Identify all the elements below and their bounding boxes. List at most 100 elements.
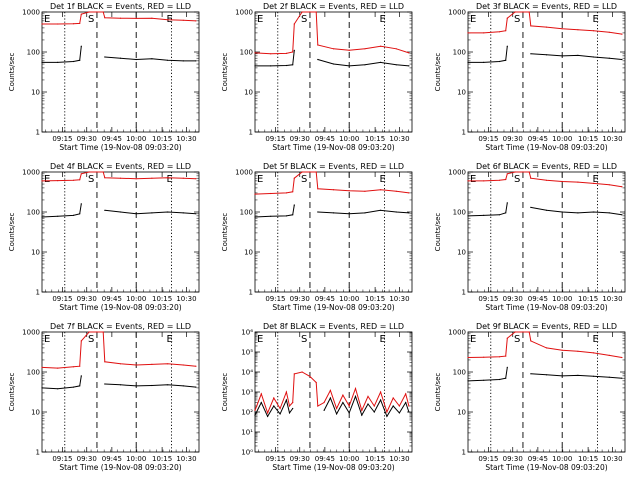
interval-marker: E — [379, 174, 385, 185]
data-point — [483, 379, 485, 381]
data-point — [254, 65, 256, 67]
data-point — [41, 216, 43, 218]
data-point — [348, 412, 350, 414]
y-axis-label: Counts/sec — [434, 373, 442, 412]
y-tick-label: 100 — [453, 49, 466, 57]
data-point — [621, 58, 623, 61]
data-point — [102, 171, 104, 173]
x-tick-label: 09:45 — [528, 135, 548, 143]
data-point — [309, 171, 311, 173]
y-tick-label: 1000 — [22, 9, 40, 17]
data-point — [267, 412, 269, 414]
data-point — [195, 365, 197, 367]
series-line — [41, 331, 196, 369]
data-point — [195, 386, 197, 388]
data-point — [119, 211, 122, 213]
data-point — [608, 31, 610, 33]
data-point — [79, 213, 81, 215]
panel-title: Det 1f BLACK = Events, RED = LLD — [50, 2, 191, 11]
plot-frame — [467, 171, 626, 293]
panel-title: Det 5f BLACK = Events, RED = LLD — [263, 162, 404, 171]
panel-det-5: Det 5f BLACK = Events, RED = LLD 1 10 100 10… — [221, 162, 413, 312]
interval-marker: E — [470, 14, 476, 25]
data-point — [104, 56, 106, 58]
data-point — [119, 363, 122, 365]
y-tick-label: 10² — [241, 409, 253, 417]
data-point — [498, 179, 500, 181]
data-point — [301, 171, 303, 173]
data-point — [332, 48, 335, 50]
y-axis-label: Counts/sec — [434, 53, 442, 92]
data-point — [514, 11, 516, 13]
data-point — [79, 59, 81, 61]
data-point — [317, 44, 319, 46]
data-point — [57, 61, 59, 64]
panel-det-1: Det 1f BLACK = Events, RED = LLD 1 10 100 10… — [8, 2, 200, 152]
interval-marker: S — [88, 334, 94, 345]
data-point — [593, 211, 595, 213]
data-point — [545, 347, 548, 349]
data-point — [342, 394, 344, 396]
data-point — [182, 60, 184, 62]
data-point — [498, 60, 500, 63]
data-point — [260, 401, 262, 404]
x-tick-label: 09:15 — [52, 135, 72, 143]
x-tick-label: 09:15 — [52, 295, 72, 303]
data-point — [102, 11, 104, 13]
y-tick-label: 1 — [462, 129, 466, 137]
data-point — [467, 380, 469, 382]
data-point — [41, 180, 43, 182]
data-point — [608, 354, 610, 356]
data-point — [561, 55, 563, 57]
y-axis-label: Counts/sec — [8, 53, 16, 92]
x-tick-label: 10:30 — [389, 135, 409, 143]
data-point — [119, 57, 122, 59]
y-tick-label: 10 — [457, 249, 466, 257]
data-point — [167, 177, 169, 179]
data-point — [498, 378, 500, 381]
panel-det-8: Det 8f BLACK = Events, RED = LLD 10⁰ 10¹ 10… — [221, 322, 413, 472]
data-point — [332, 63, 335, 65]
x-tick-label: 09:45 — [315, 455, 335, 463]
x-axis-label: Start Time (19-Nov-08 09:03:20) — [272, 303, 394, 312]
panel-det-2: Det 2f BLACK = Events, RED = LLD 1 10 100 10… — [221, 2, 413, 152]
data-point — [621, 186, 623, 188]
data-point — [72, 366, 74, 368]
data-point — [561, 349, 563, 351]
data-point — [467, 215, 469, 217]
interval-marker: S — [301, 334, 307, 345]
y-axis-label: Counts/sec — [8, 213, 16, 252]
data-point — [392, 405, 394, 407]
data-point — [467, 61, 469, 64]
data-point — [336, 407, 338, 410]
y-tick-label: 1000 — [22, 329, 40, 337]
data-point — [182, 385, 184, 387]
panel-det-4: Det 4f BLACK = Events, RED = LLD 1 10 100 10… — [8, 162, 200, 312]
data-point — [408, 65, 410, 67]
plot-frame — [254, 171, 413, 293]
data-point — [96, 331, 98, 333]
data-point — [195, 20, 197, 22]
data-point — [151, 212, 153, 214]
x-tick-label: 09:45 — [528, 455, 548, 463]
data-point — [104, 209, 106, 211]
data-point — [505, 59, 507, 61]
data-point — [279, 407, 281, 410]
data-point — [72, 23, 74, 25]
x-axis-label: Start Time (19-Nov-08 09:03:20) — [59, 463, 181, 472]
x-tick-label: 10:30 — [389, 295, 409, 303]
data-point — [530, 177, 532, 179]
panel-title: Det 7f BLACK = Events, RED = LLD — [50, 322, 191, 331]
data-point — [270, 215, 272, 217]
panel-title: Det 3f BLACK = Events, RED = LLD — [476, 2, 617, 11]
x-tick-label: 09:45 — [102, 135, 122, 143]
x-axis-label: Start Time (19-Nov-08 09:03:20) — [485, 463, 607, 472]
data-point — [467, 356, 469, 359]
data-point — [167, 384, 169, 386]
data-point — [506, 45, 508, 47]
data-point — [545, 54, 548, 56]
y-tick-label: 1000 — [448, 329, 466, 337]
data-point — [386, 411, 388, 413]
x-axis-label: Start Time (19-Nov-08 09:03:20) — [485, 303, 607, 312]
y-tick-label: 100 — [27, 49, 40, 57]
